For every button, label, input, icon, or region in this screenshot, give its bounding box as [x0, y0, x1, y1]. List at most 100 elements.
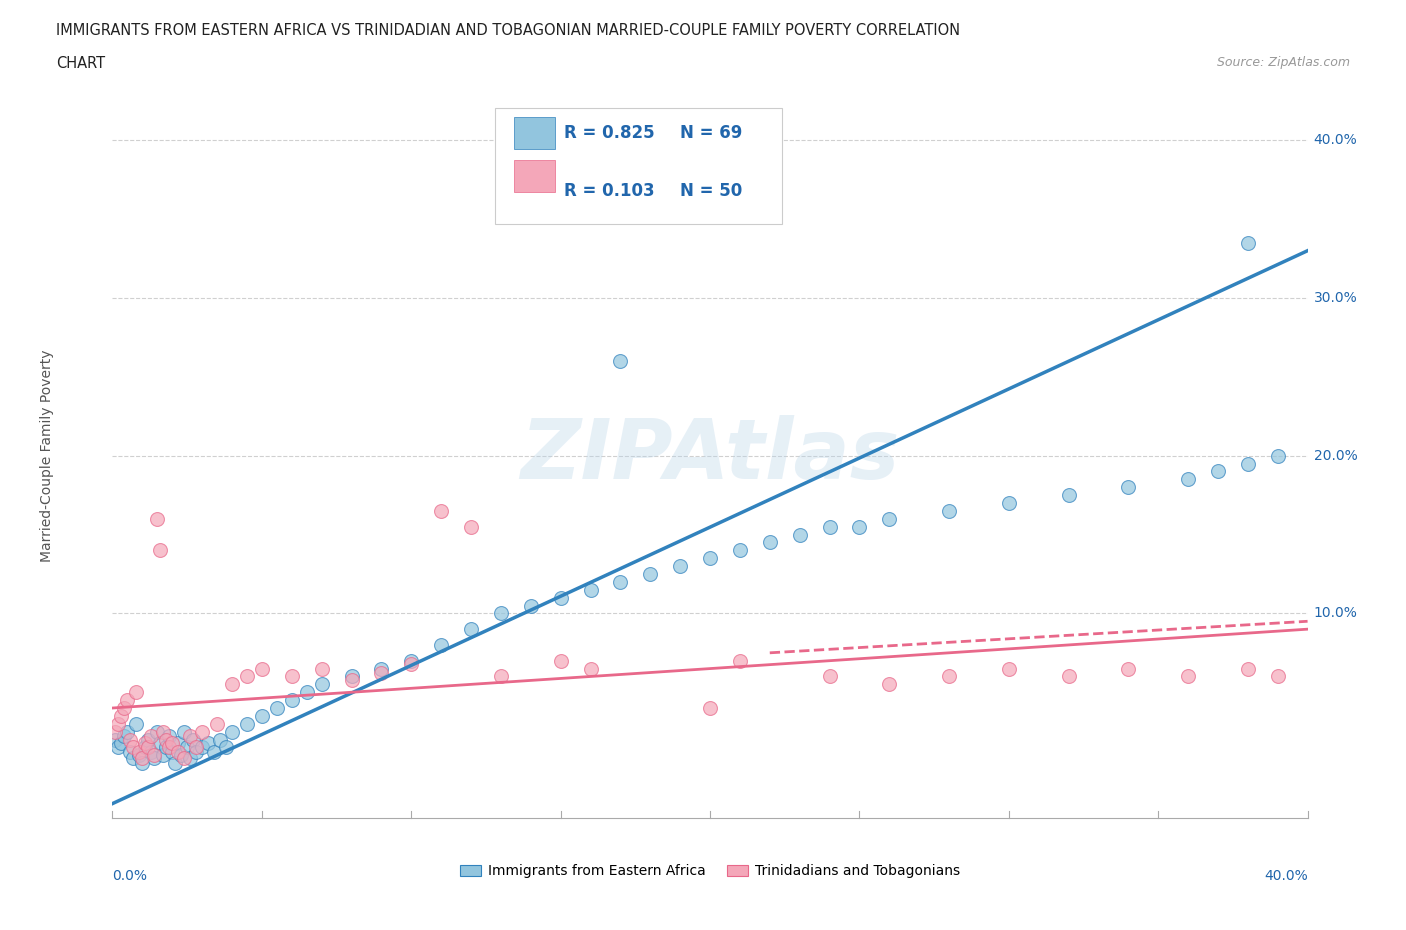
Point [1057, 487, 1080, 502]
Point [430, 503, 453, 518]
Point [340, 672, 363, 687]
Point [165, 756, 187, 771]
Point [579, 582, 602, 597]
Point [186, 745, 208, 760]
Text: Source: ZipAtlas.com: Source: ZipAtlas.com [1216, 56, 1350, 69]
Point [370, 666, 392, 681]
Point [1177, 472, 1199, 486]
Point [197, 736, 219, 751]
Point [176, 740, 198, 755]
Point [186, 740, 208, 755]
Point [609, 353, 631, 368]
Point [669, 559, 692, 574]
Point [1267, 448, 1289, 463]
Point [789, 527, 811, 542]
Point [131, 751, 153, 766]
Point [430, 637, 453, 652]
Point [236, 716, 259, 731]
Point [179, 729, 201, 744]
Point [191, 740, 214, 755]
Point [157, 740, 180, 755]
Point [146, 724, 169, 739]
Text: N = 50: N = 50 [681, 182, 742, 200]
Point [489, 669, 512, 684]
Point [818, 669, 841, 684]
Point [998, 661, 1021, 676]
Point [152, 748, 174, 763]
Point [489, 606, 512, 621]
Point [128, 748, 150, 763]
Point [281, 669, 304, 684]
Text: ZIPAtlas: ZIPAtlas [520, 415, 900, 497]
Point [173, 751, 195, 766]
Legend: Immigrants from Eastern Africa, Trinidadians and Tobagonians: Immigrants from Eastern Africa, Trinidad… [456, 859, 965, 884]
Point [1118, 480, 1140, 495]
Point [128, 745, 150, 760]
FancyBboxPatch shape [515, 117, 554, 149]
Point [120, 745, 142, 760]
Point [1206, 464, 1229, 479]
Point [938, 503, 960, 518]
Point [1057, 669, 1080, 684]
Point [114, 700, 135, 715]
Point [579, 661, 602, 676]
Point [170, 748, 193, 763]
Point [340, 669, 363, 684]
Point [998, 496, 1021, 511]
Point [134, 740, 156, 755]
FancyBboxPatch shape [515, 161, 554, 193]
Point [143, 751, 166, 766]
Point [104, 732, 127, 747]
Point [281, 693, 304, 708]
Text: 10.0%: 10.0% [1313, 606, 1357, 620]
Point [173, 724, 195, 739]
Point [877, 677, 901, 692]
FancyBboxPatch shape [495, 108, 782, 223]
Point [250, 709, 273, 724]
Point [460, 622, 482, 637]
Point [311, 677, 333, 692]
Point [117, 724, 139, 739]
Point [520, 598, 543, 613]
Point [138, 740, 160, 755]
Point [122, 740, 145, 755]
Point [179, 751, 201, 766]
Point [146, 512, 169, 526]
Point [215, 740, 238, 755]
Text: 40.0%: 40.0% [1264, 870, 1308, 884]
Point [162, 736, 183, 751]
Point [125, 716, 148, 731]
Point [848, 519, 870, 534]
Point [117, 693, 139, 708]
Text: 30.0%: 30.0% [1313, 291, 1357, 305]
Point [401, 653, 423, 668]
Point [266, 700, 288, 715]
Point [149, 543, 172, 558]
Point [1267, 669, 1289, 684]
Point [114, 729, 135, 744]
Point [155, 740, 177, 755]
Point [699, 551, 721, 565]
Point [107, 740, 129, 755]
Point [818, 519, 841, 534]
Point [221, 724, 243, 739]
Text: CHART: CHART [56, 56, 105, 71]
Point [699, 700, 721, 715]
Point [1118, 661, 1140, 676]
Point [125, 684, 148, 699]
Point [1177, 669, 1199, 684]
Point [1237, 456, 1260, 471]
Text: 40.0%: 40.0% [1313, 133, 1357, 147]
Point [104, 724, 127, 739]
Point [138, 732, 160, 747]
Point [181, 732, 204, 747]
Text: Married-Couple Family Poverty: Married-Couple Family Poverty [39, 350, 53, 562]
Point [877, 512, 901, 526]
Point [401, 657, 423, 671]
Point [460, 519, 482, 534]
Point [550, 591, 572, 605]
Point [152, 724, 174, 739]
Point [250, 661, 273, 676]
Point [370, 661, 392, 676]
Point [759, 535, 782, 550]
